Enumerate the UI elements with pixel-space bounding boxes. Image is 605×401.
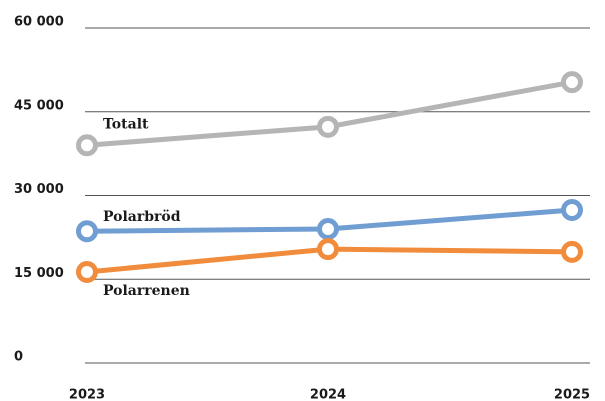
point-marker [561, 199, 583, 222]
series-label: Polarrenen [103, 283, 190, 299]
x-tick-label: 2025 [554, 388, 590, 401]
point-marker [317, 218, 339, 240]
point-marker [561, 71, 583, 94]
series-label: Polarbröd [103, 209, 181, 225]
point-marker [317, 115, 339, 138]
x-tick-label: 2024 [310, 388, 346, 401]
y-tick-label: 30 000 [14, 182, 64, 197]
point-marker [317, 238, 339, 261]
y-tick-label: 0 [14, 350, 23, 365]
x-tick-label: 2023 [69, 388, 105, 401]
y-tick-label: 60 000 [14, 15, 64, 30]
point-marker [76, 260, 98, 283]
point-marker [561, 240, 583, 263]
series-label: Totalt [103, 116, 149, 132]
point-marker [76, 220, 98, 243]
y-tick-label: 15 000 [14, 266, 64, 281]
point-marker [76, 134, 98, 157]
y-tick-label: 45 000 [14, 98, 64, 113]
